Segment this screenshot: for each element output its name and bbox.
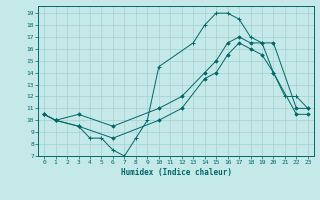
X-axis label: Humidex (Indice chaleur): Humidex (Indice chaleur) bbox=[121, 168, 231, 177]
